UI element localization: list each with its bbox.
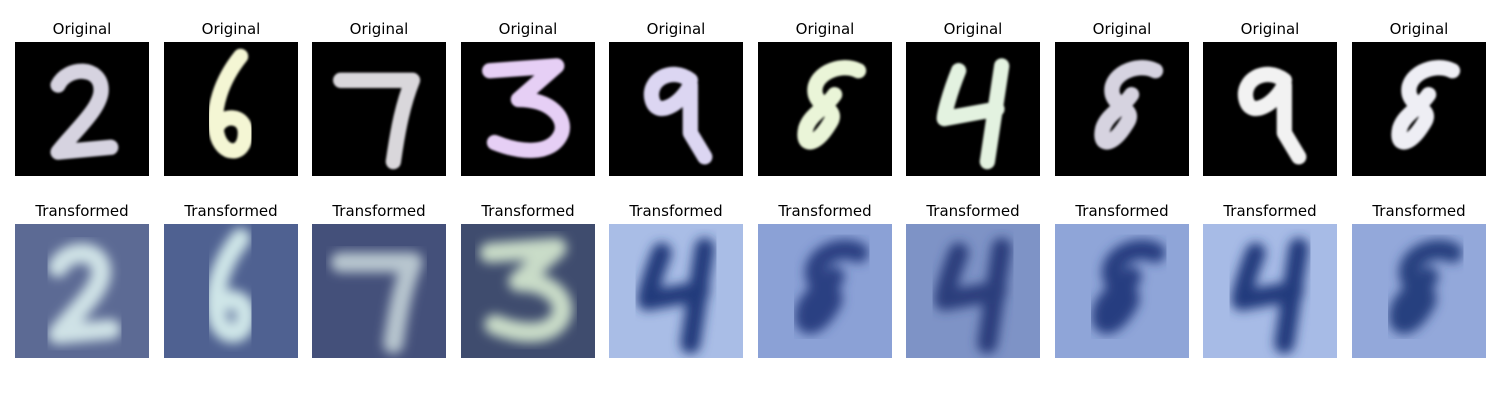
transformed-image bbox=[461, 224, 595, 358]
digit-stroke bbox=[1091, 239, 1166, 334]
digit-stroke bbox=[797, 60, 867, 150]
transformed-title: Transformed bbox=[1075, 202, 1169, 220]
digit-stroke bbox=[1388, 239, 1463, 334]
transformed-image bbox=[758, 224, 892, 358]
transformed-image bbox=[164, 224, 298, 358]
digit-stroke bbox=[934, 237, 1012, 354]
original-title: Original bbox=[1092, 20, 1152, 38]
digit-stroke bbox=[207, 48, 254, 159]
transformed-title: Transformed bbox=[332, 202, 426, 220]
transformed-title: Transformed bbox=[481, 202, 575, 220]
original-image bbox=[461, 42, 595, 176]
digit-stroke bbox=[637, 237, 715, 354]
transformed-title: Transformed bbox=[35, 202, 129, 220]
original-title: Original bbox=[349, 20, 409, 38]
digit-stroke bbox=[482, 58, 571, 158]
transformed-title: Transformed bbox=[926, 202, 1020, 220]
transformed-title: Transformed bbox=[184, 202, 278, 220]
original-title: Original bbox=[1240, 20, 1300, 38]
digit-stroke bbox=[794, 239, 869, 334]
original-image bbox=[906, 42, 1040, 176]
digit-stroke bbox=[205, 228, 256, 343]
original-image bbox=[164, 42, 298, 176]
digit-stroke bbox=[1391, 60, 1461, 150]
digit-stroke bbox=[1094, 60, 1164, 150]
digit-stroke bbox=[1231, 237, 1309, 354]
original-title: Original bbox=[52, 20, 112, 38]
transformed-title: Transformed bbox=[1372, 202, 1466, 220]
digit-stroke bbox=[1237, 66, 1307, 165]
original-image bbox=[312, 42, 446, 176]
original-title: Original bbox=[795, 20, 855, 38]
original-image bbox=[609, 42, 743, 176]
original-title: Original bbox=[201, 20, 261, 38]
transformed-image bbox=[906, 224, 1040, 358]
transformed-image bbox=[1055, 224, 1189, 358]
original-image bbox=[1352, 42, 1486, 176]
digit-stroke bbox=[643, 66, 713, 165]
original-title: Original bbox=[1389, 20, 1449, 38]
original-title: Original bbox=[943, 20, 1003, 38]
original-title: Original bbox=[498, 20, 558, 38]
image-background bbox=[312, 224, 446, 358]
transformed-title: Transformed bbox=[629, 202, 723, 220]
transformed-image bbox=[609, 224, 743, 358]
original-image bbox=[15, 42, 149, 176]
original-image bbox=[1203, 42, 1337, 176]
transformed-image bbox=[1352, 224, 1486, 358]
digit-stroke bbox=[479, 237, 573, 343]
transformed-title: Transformed bbox=[1223, 202, 1317, 220]
transformed-title: Transformed bbox=[778, 202, 872, 220]
original-title: Original bbox=[646, 20, 706, 38]
digit-stroke bbox=[936, 58, 1010, 170]
original-image bbox=[758, 42, 892, 176]
original-image bbox=[1055, 42, 1189, 176]
digit-stroke bbox=[333, 72, 421, 170]
transformed-image bbox=[15, 224, 149, 358]
digit-stroke bbox=[330, 252, 423, 354]
transformed-image bbox=[312, 224, 446, 358]
transformed-image bbox=[1203, 224, 1337, 358]
digit-stroke bbox=[50, 63, 119, 160]
digit-stroke bbox=[48, 243, 121, 345]
